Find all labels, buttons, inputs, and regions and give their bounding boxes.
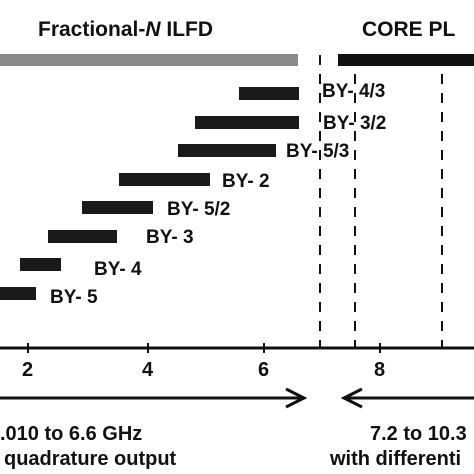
ilfd-band-bar (0, 54, 298, 66)
range-bar-by-3 (48, 230, 117, 243)
ilfd-output-caption: quadrature output (4, 448, 177, 470)
axis-tick-label-2: 2 (22, 359, 34, 381)
range-bar-by-5-3 (178, 144, 276, 157)
ilfd-title-n: N (145, 18, 161, 41)
range-arrows (0, 387, 474, 409)
core-range-caption: 7.2 to 10.3 (370, 423, 467, 445)
ilfd-range-caption: .010 to 6.6 GHz (0, 423, 143, 445)
range-bar-by-4 (20, 258, 61, 271)
range-label-by-4: BY- 4 (94, 259, 142, 280)
right-arrowhead-icon (285, 387, 308, 409)
range-bar-by-4-3 (239, 87, 299, 100)
axis-tick-label-8: 8 (374, 359, 386, 381)
range-label-by-4-3: BY- 4/3 (322, 81, 386, 102)
ilfd-title-suffix: ILFD (160, 18, 214, 41)
core-pll-title: CORE PL (362, 18, 456, 41)
divider-range-bars (0, 87, 299, 300)
range-label-by-3-2: BY- 3/2 (323, 113, 387, 134)
range-bar-by-5-2 (82, 201, 153, 214)
range-label-by-5-3: BY- 5/3 (286, 141, 350, 162)
range-bar-by-2 (119, 173, 210, 186)
range-label-by-5: BY- 5 (50, 287, 98, 308)
range-label-by-2: BY- 2 (222, 171, 270, 192)
range-label-by-3: BY- 3 (146, 227, 194, 248)
range-label-by-5-2: BY- 5/2 (167, 199, 231, 220)
axis-tick-label-6: 6 (258, 359, 270, 381)
range-bar-by-3-2 (195, 116, 299, 129)
range-bar-by-5 (0, 287, 36, 300)
core-output-caption: with differenti (330, 448, 462, 470)
axis-tick-label-4: 4 (142, 359, 154, 381)
left-arrowhead-icon (340, 387, 363, 409)
axis-ticks (27, 343, 381, 353)
ilfd-title: Fractional-N ILFD (38, 19, 213, 40)
core-band-bar (338, 54, 474, 66)
ilfd-title-prefix: Fractional- (38, 18, 146, 41)
